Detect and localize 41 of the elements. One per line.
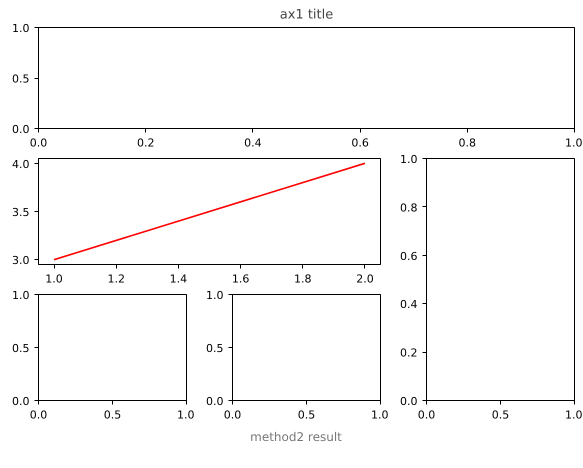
y-tick-label: 0.4 — [400, 298, 418, 312]
y-tick-label: 1.0 — [206, 289, 224, 302]
x-tick-label: 0.0 — [224, 408, 242, 422]
x-tick-label: 1.2 — [107, 272, 125, 286]
x-tick-label: 0.4 — [244, 136, 262, 150]
x-tick-label: 1.6 — [232, 272, 250, 286]
y-tick-label: 0.5 — [206, 342, 224, 355]
y-tick-label: 0.2 — [400, 346, 418, 360]
x-tick-label: 1.8 — [294, 272, 312, 286]
x-tick-label: 2.0 — [356, 272, 374, 286]
y-tick-label: 0.0 — [12, 123, 30, 136]
x-tick-label: 1.4 — [170, 272, 188, 286]
y-tick-label: 0.5 — [12, 342, 30, 355]
y-tick-label: 0.0 — [12, 395, 30, 408]
text: method2 result — [250, 429, 342, 446]
x-tick-label: 1.0 — [565, 136, 583, 150]
y-tick-label: 0.0 — [400, 395, 418, 408]
x-tick-label: 1.0 — [565, 408, 583, 422]
y-tick-label: 0.8 — [400, 201, 418, 214]
x-tick-label: 0.2 — [136, 136, 154, 150]
x-tick-label: 0.5 — [492, 408, 510, 422]
x-tick-label: 0.5 — [104, 408, 122, 422]
y-tick-label: 4.0 — [12, 158, 30, 171]
chart-title: ax1 title — [280, 8, 334, 22]
x-tick-label: 0.5 — [298, 408, 316, 422]
y-tick-label: 0.5 — [12, 72, 30, 86]
x-tick-label: 0.0 — [30, 136, 48, 150]
y-tick-label: 1.0 — [400, 153, 418, 166]
x-tick-label: 0.0 — [418, 408, 436, 422]
x-tick-label: 0.6 — [351, 136, 369, 150]
x-tick-label: 1.0 — [45, 272, 63, 286]
y-tick-label: 1.0 — [12, 289, 30, 302]
y-tick-label: 3.0 — [12, 254, 30, 268]
x-tick-label: 1.0 — [177, 408, 195, 422]
x-tick-label: 0.8 — [458, 136, 476, 150]
x-tick-label: 0.0 — [30, 408, 48, 422]
x-tick-label: 1.0 — [371, 408, 389, 422]
y-tick-label: 0.6 — [400, 250, 418, 263]
y-tick-label: 3.5 — [12, 206, 30, 219]
y-tick-label: 0.0 — [206, 395, 224, 408]
y-tick-label: 1.0 — [12, 22, 30, 35]
